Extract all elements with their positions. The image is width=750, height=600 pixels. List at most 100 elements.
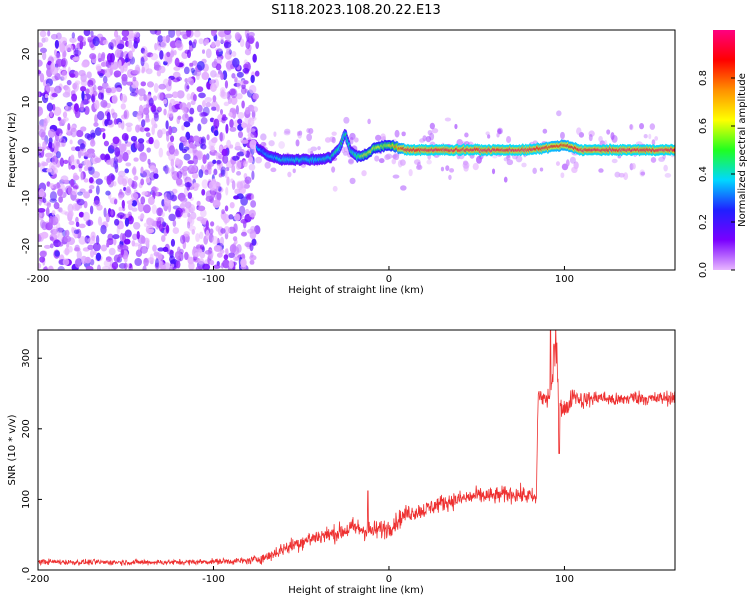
noise-blob — [73, 232, 78, 239]
noise-blob — [201, 100, 206, 108]
noise-blob — [651, 139, 656, 146]
noise-blob — [141, 191, 149, 196]
noise-blob — [560, 131, 565, 140]
noise-blob — [115, 87, 122, 93]
noise-blob — [391, 158, 397, 165]
noise-blob — [118, 59, 122, 70]
noise-blob — [631, 163, 636, 170]
snr-x-ticks: -200 -100 0 100 — [27, 566, 574, 585]
noise-blob — [45, 78, 53, 87]
noise-blob — [226, 47, 231, 55]
noise-blob — [192, 155, 198, 165]
noise-blob — [149, 165, 156, 172]
noise-blob — [393, 153, 400, 161]
noise-blob — [105, 87, 112, 94]
noise-blob — [153, 112, 159, 122]
noise-blob — [183, 146, 190, 151]
noise-blob — [105, 213, 110, 223]
noise-blob — [66, 242, 70, 248]
noise-blob — [210, 30, 217, 37]
noise-blob — [184, 251, 189, 261]
noise-blob — [112, 136, 120, 145]
noise-blob — [153, 173, 159, 179]
noise-blob — [120, 249, 125, 256]
noise-blob — [49, 236, 54, 241]
noise-blob — [565, 159, 570, 167]
noise-blob — [170, 263, 175, 268]
noise-blob — [227, 97, 232, 105]
noise-blob — [127, 177, 133, 186]
noise-blob — [224, 205, 229, 212]
snr-frame — [37, 329, 676, 571]
noise-blob — [39, 219, 46, 229]
noise-blob — [108, 247, 116, 256]
noise-blob — [83, 159, 90, 166]
noise-blob — [419, 138, 426, 143]
noise-blob — [132, 166, 137, 176]
noise-blob — [123, 110, 128, 119]
noise-blob — [117, 174, 124, 185]
noise-blob — [190, 100, 196, 106]
y-tick-label: 200 — [21, 419, 32, 438]
noise-blob — [297, 131, 302, 139]
noise-blob — [178, 142, 184, 151]
noise-blob — [90, 249, 95, 258]
noise-blob — [86, 71, 92, 79]
noise-blob — [199, 231, 204, 240]
colorbar-tick-label: 0.0 — [698, 262, 709, 278]
noise-blob — [106, 111, 111, 122]
noise-blob — [225, 186, 229, 196]
noise-blob — [61, 70, 68, 81]
noise-blob — [127, 39, 133, 49]
noise-blob — [195, 233, 200, 243]
noise-blob — [244, 176, 252, 184]
noise-blob — [220, 166, 226, 175]
noise-blob — [163, 60, 168, 66]
noise-blob — [196, 104, 203, 113]
noise-blob — [148, 136, 154, 145]
noise-blob — [223, 254, 229, 260]
noise-blob — [93, 200, 101, 207]
noise-blob — [349, 136, 354, 145]
noise-blob — [76, 129, 84, 138]
noise-blob — [97, 92, 104, 100]
noise-blob — [260, 141, 267, 147]
noise-blob — [255, 156, 262, 164]
noise-blob — [219, 145, 223, 153]
noise-blob — [70, 146, 77, 152]
noise-blob — [249, 139, 257, 150]
noise-blob — [239, 205, 246, 216]
noise-blob — [97, 110, 105, 121]
noise-blob — [229, 244, 237, 254]
noise-blob — [85, 265, 94, 270]
noise-blob — [140, 196, 146, 205]
noise-blob — [284, 128, 291, 134]
noise-blob — [79, 143, 86, 150]
noise-blob — [151, 204, 157, 215]
noise-blob — [40, 47, 47, 54]
noise-blob — [161, 128, 167, 135]
noise-blob — [172, 219, 177, 227]
noise-blob — [38, 207, 46, 213]
noise-blob — [224, 32, 232, 41]
noise-blob — [101, 82, 109, 90]
noise-blob — [38, 59, 43, 67]
noise-blob — [145, 132, 151, 138]
noise-blob — [216, 159, 222, 165]
noise-blob — [240, 258, 247, 268]
noise-blob — [73, 184, 80, 190]
noise-blob — [186, 93, 191, 101]
noise-blob — [168, 145, 175, 155]
noise-blob — [128, 32, 136, 38]
noise-blob — [196, 248, 203, 254]
noise-blob — [184, 82, 190, 92]
noise-blob — [73, 103, 79, 112]
noise-blob — [44, 84, 51, 94]
noise-blob — [89, 129, 96, 140]
noise-blob — [121, 199, 125, 209]
noise-blob — [186, 49, 192, 59]
noise-blob — [229, 126, 237, 132]
noise-blob — [59, 43, 66, 53]
noise-blob — [491, 168, 496, 175]
noise-blob — [213, 168, 218, 176]
